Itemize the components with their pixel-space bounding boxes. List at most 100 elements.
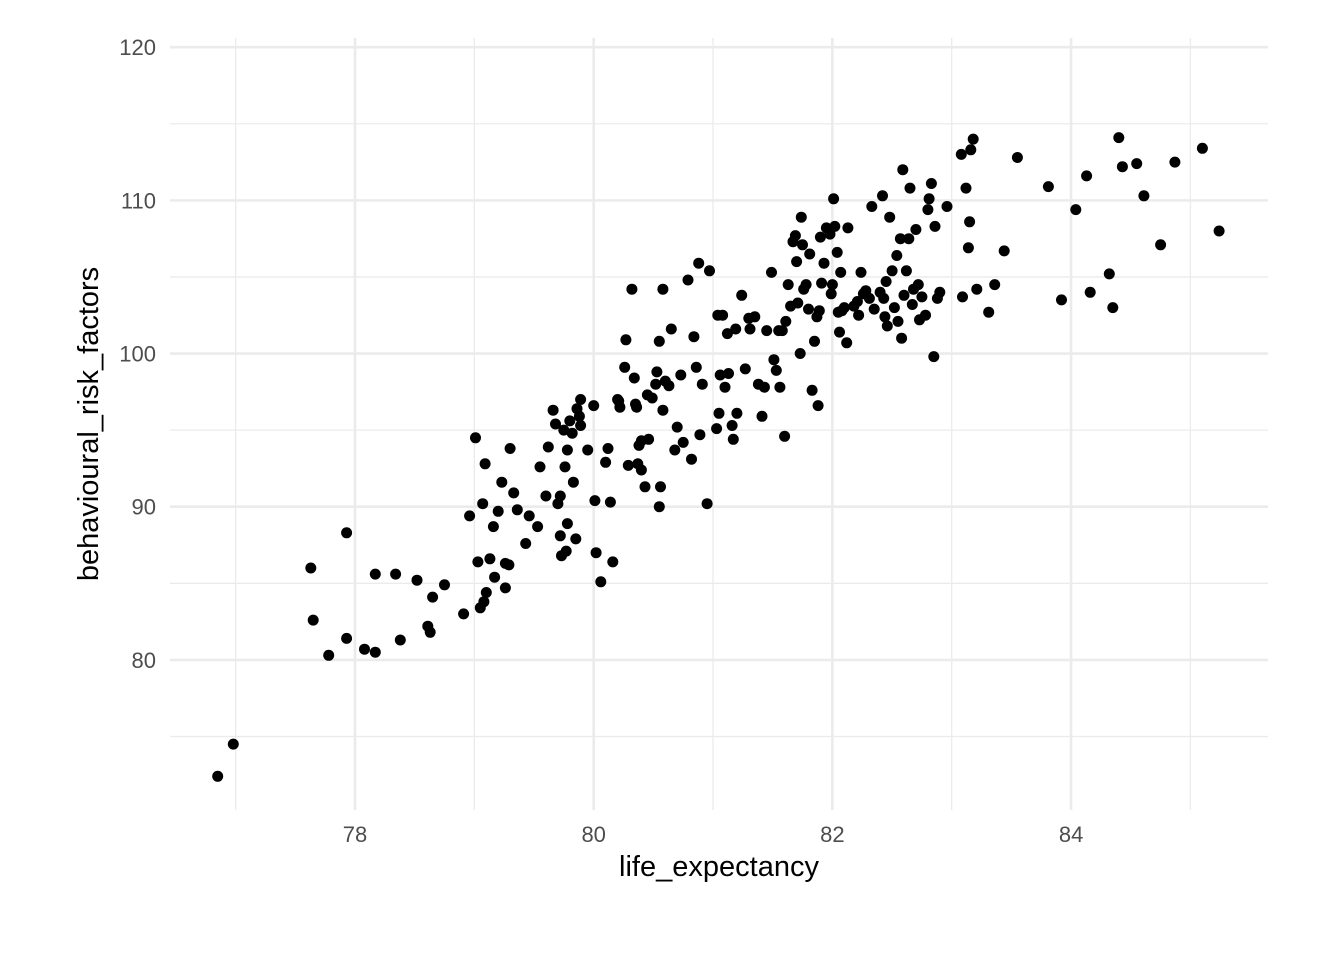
scatter-point bbox=[520, 538, 532, 549]
scatter-point bbox=[690, 361, 702, 373]
scatter-point bbox=[863, 292, 875, 304]
scatter-point bbox=[582, 444, 594, 456]
scatter-point bbox=[534, 461, 546, 473]
scatter-point bbox=[855, 266, 867, 278]
scatter-point bbox=[341, 632, 353, 644]
scatter-point bbox=[897, 164, 909, 176]
scatter-point bbox=[600, 456, 612, 468]
major-gridlines bbox=[170, 38, 1268, 810]
scatter-point bbox=[472, 556, 484, 568]
scatter-point bbox=[868, 303, 880, 315]
scatter-point bbox=[631, 401, 643, 413]
scatter-point bbox=[305, 562, 317, 574]
scatter-point bbox=[341, 527, 353, 539]
y-tick-label: 120 bbox=[119, 35, 156, 60]
scatter-point bbox=[881, 320, 893, 332]
scatter-point bbox=[831, 246, 843, 258]
scatter-point bbox=[499, 582, 511, 594]
scatter-point bbox=[903, 233, 915, 245]
scatter-point bbox=[803, 303, 814, 315]
scatter-point bbox=[929, 220, 941, 232]
scatter-point bbox=[964, 216, 976, 228]
scatter-point bbox=[496, 476, 508, 488]
scatter-point bbox=[503, 559, 515, 571]
scatter-point bbox=[439, 579, 450, 591]
scatter-point bbox=[896, 332, 908, 344]
scatter-point bbox=[891, 250, 903, 261]
scatter-point bbox=[892, 315, 904, 327]
scatter-point bbox=[566, 427, 578, 439]
scatter-point bbox=[766, 266, 777, 278]
x-tick-label: 78 bbox=[343, 822, 367, 847]
scatter-point bbox=[797, 239, 808, 251]
scatter-point bbox=[542, 441, 554, 453]
scatter-point bbox=[677, 436, 689, 448]
scatter-point bbox=[711, 423, 723, 435]
scatter-point bbox=[369, 568, 381, 580]
scatter-point bbox=[470, 432, 481, 444]
scatter-point bbox=[922, 204, 934, 216]
scatter-point bbox=[928, 351, 940, 363]
scatter-point bbox=[989, 279, 1001, 291]
scatter-point bbox=[813, 305, 825, 317]
scatter-point bbox=[736, 289, 748, 301]
scatter-point bbox=[853, 309, 865, 321]
scatter-point bbox=[622, 459, 634, 471]
scatter-point bbox=[744, 323, 756, 335]
scatter-point bbox=[971, 283, 983, 295]
scatter-point bbox=[550, 418, 561, 430]
scatter-point bbox=[998, 245, 1010, 257]
scatter-point bbox=[866, 201, 878, 212]
scatter-point bbox=[590, 547, 602, 559]
x-tick-label: 80 bbox=[581, 822, 605, 847]
scatter-point bbox=[227, 738, 239, 750]
scatter-point bbox=[794, 348, 806, 359]
scatter-point bbox=[1196, 142, 1208, 154]
scatter-point bbox=[960, 182, 972, 194]
scatter-point bbox=[1084, 286, 1096, 298]
scatter-point bbox=[682, 274, 694, 286]
scatter-point bbox=[359, 643, 370, 655]
scatter-point bbox=[653, 501, 665, 513]
scatter-point bbox=[575, 420, 587, 431]
scatter-point bbox=[726, 420, 738, 431]
x-tick-label: 84 bbox=[1059, 822, 1083, 847]
scatter-point bbox=[825, 288, 837, 300]
scatter-point bbox=[880, 276, 892, 287]
scatter-point bbox=[770, 364, 782, 376]
scatter-point bbox=[1056, 294, 1067, 306]
scatter-point bbox=[714, 369, 726, 381]
scatter-point bbox=[464, 510, 476, 522]
scatter-point bbox=[877, 190, 888, 202]
scatter-point bbox=[671, 421, 683, 433]
scatter-point bbox=[554, 490, 566, 502]
scatter-point bbox=[761, 325, 773, 337]
scatter-point bbox=[561, 444, 573, 456]
scatter-point bbox=[653, 335, 665, 347]
scatter-point bbox=[614, 401, 626, 413]
x-tick-label: 82 bbox=[820, 822, 844, 847]
scatter-point bbox=[1169, 156, 1181, 168]
scatter-point bbox=[851, 296, 863, 307]
scatter-point bbox=[307, 614, 319, 626]
scatter-point bbox=[916, 291, 928, 303]
scatter-point bbox=[1107, 302, 1119, 314]
scatter-point bbox=[669, 444, 681, 456]
scatter-point bbox=[560, 545, 572, 557]
y-tick-label: 110 bbox=[121, 188, 156, 213]
scatter-point bbox=[540, 490, 552, 502]
scatter-point bbox=[713, 407, 725, 419]
scatter-point bbox=[663, 380, 675, 392]
scatter-point bbox=[835, 266, 847, 278]
scatter-point bbox=[646, 392, 658, 404]
scatter-point bbox=[780, 315, 792, 327]
scatter-point bbox=[1116, 161, 1128, 173]
scatter-point bbox=[800, 279, 812, 291]
scatter-point bbox=[619, 361, 631, 373]
scatter-point bbox=[756, 410, 768, 422]
scatter-point bbox=[554, 530, 566, 542]
scatter-point bbox=[504, 443, 516, 454]
scatter-point bbox=[478, 596, 490, 608]
scatter-point bbox=[828, 193, 840, 205]
